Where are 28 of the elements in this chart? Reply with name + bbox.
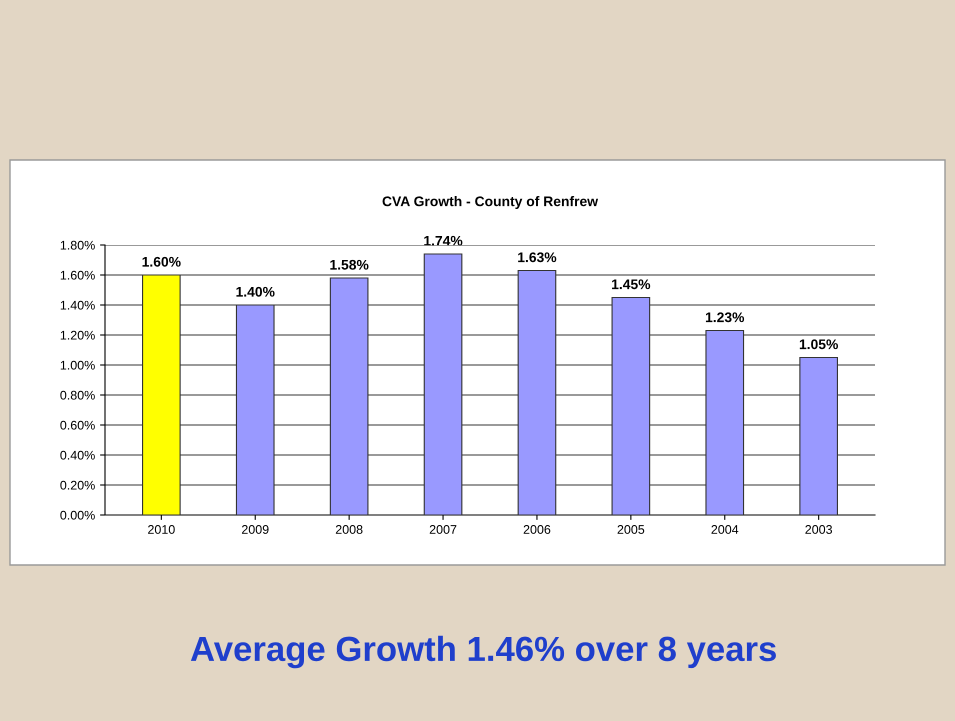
y-tick-label: 1.60% <box>60 270 95 280</box>
x-tick-label: 2005 <box>618 525 644 534</box>
x-tick-label: 2004 <box>711 525 738 534</box>
text: Average Growth 1.46% over 8 years <box>190 636 776 668</box>
x-tick-label: 2008 <box>336 525 363 534</box>
x-tick-label: 2003 <box>805 525 832 534</box>
y-tick-label: 0.00% <box>60 510 95 520</box>
chart-title: CVA Growth - County of Renfrew <box>382 196 598 209</box>
y-tick-label: 1.80% <box>60 240 95 250</box>
data-label: 1.45% <box>612 279 650 290</box>
y-tick-label: 0.20% <box>60 480 95 490</box>
y-tick-label: 1.40% <box>60 300 95 310</box>
data-label: 1.74% <box>424 236 462 246</box>
x-tick-label: 2010 <box>148 525 175 534</box>
data-label: 1.05% <box>800 339 838 350</box>
y-tick-label: 1.20% <box>60 330 95 340</box>
y-tick-label: 0.40% <box>60 450 95 460</box>
data-label: 1.58% <box>330 260 368 270</box>
data-label: 1.63% <box>518 252 556 262</box>
x-tick-label: 2007 <box>430 525 456 534</box>
x-tick-label: 2006 <box>524 525 550 534</box>
y-tick-label: 0.80% <box>60 390 95 400</box>
x-tick-label: 2009 <box>242 525 269 534</box>
data-label: 1.60% <box>142 256 181 267</box>
y-tick-label: 1.00% <box>60 360 95 370</box>
data-label: 1.40% <box>236 286 275 297</box>
y-tick-label: 0.60% <box>60 420 95 430</box>
data-label: 1.23% <box>706 312 744 322</box>
